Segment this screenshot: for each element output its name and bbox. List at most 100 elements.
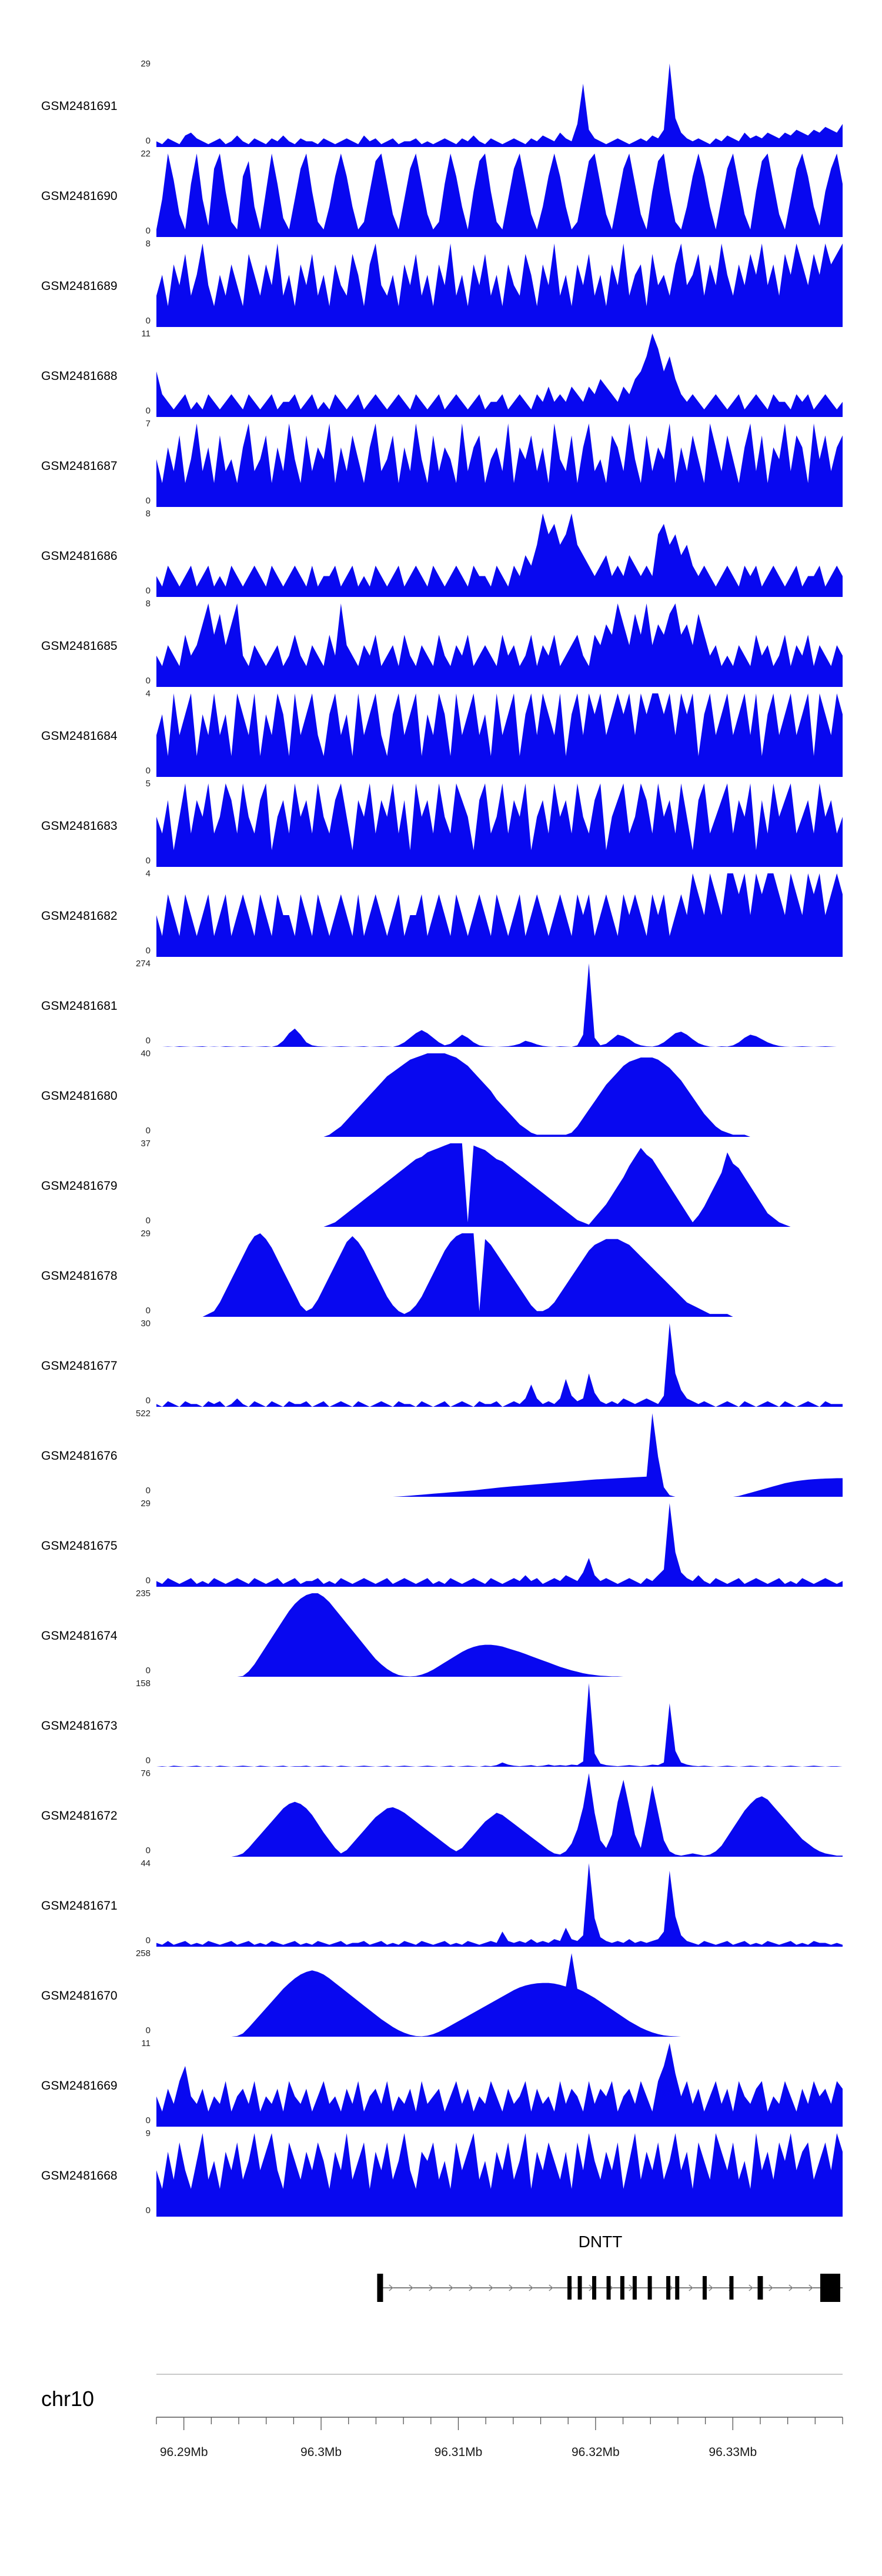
coverage-track-row: GSM2481677 30 0	[0, 1319, 882, 1411]
genome-axis: 96.29Mb 96.3Mb 96.31Mb 96.32Mb 96.33Mb	[156, 2417, 843, 2459]
y-axis-min-label: 0	[145, 1756, 151, 1766]
y-axis-max-label: 5	[145, 779, 151, 789]
coverage-area-chart	[156, 2133, 843, 2217]
y-axis-min-label: 0	[145, 2026, 151, 2036]
exon-box	[757, 2276, 763, 2300]
coverage-area-chart	[156, 243, 843, 327]
strand-direction-arrow-icon	[429, 2284, 433, 2291]
y-axis-min-label: 0	[145, 136, 151, 146]
coverage-area-chart	[156, 64, 843, 147]
track-label: GSM2481671	[41, 1898, 118, 1913]
strand-direction-arrow-icon	[389, 2284, 393, 2291]
y-axis-min-label: 0	[145, 2205, 151, 2215]
y-axis-max-label: 8	[145, 509, 151, 519]
y-axis-max-label: 274	[135, 959, 151, 969]
y-axis-min-label: 0	[145, 1126, 151, 1136]
y-axis-min-label: 0	[145, 766, 151, 776]
axis-separator-line	[156, 2374, 843, 2375]
y-axis-min-label: 0	[145, 1666, 151, 1676]
y-axis-max-label: 29	[141, 1229, 151, 1239]
y-axis-min-label: 0	[145, 1936, 151, 1946]
exon-box	[666, 2276, 671, 2300]
strand-direction-arrow-icon	[769, 2284, 773, 2291]
coverage-track-row: GSM2481682 4 0	[0, 869, 882, 961]
y-axis-max-label: 235	[135, 1589, 151, 1599]
y-axis-max-label: 11	[141, 2038, 151, 2048]
y-axis-min-label: 0	[145, 1846, 151, 1856]
track-label: GSM2481673	[41, 1719, 118, 1733]
track-label: GSM2481672	[41, 1808, 118, 1823]
y-axis-max-label: 9	[145, 2128, 151, 2138]
track-label: GSM2481681	[41, 999, 118, 1013]
track-label: GSM2481682	[41, 909, 118, 923]
track-label: GSM2481676	[41, 1449, 118, 1463]
strand-direction-arrow-icon	[509, 2284, 513, 2291]
track-label: GSM2481670	[41, 1988, 118, 2003]
y-axis-min-label: 0	[145, 1576, 151, 1586]
y-axis-min-label: 0	[145, 1216, 151, 1226]
coverage-area-chart	[156, 333, 843, 417]
y-axis-min-label: 0	[145, 946, 151, 956]
track-label: GSM2481689	[41, 279, 118, 293]
y-axis-max-label: 4	[145, 689, 151, 699]
y-axis-min-label: 0	[145, 1396, 151, 1406]
axis-tick-label: 96.31Mb	[435, 2445, 483, 2459]
coverage-area-chart	[156, 154, 843, 237]
coverage-track-row: GSM2481689 8 0	[0, 239, 882, 331]
coverage-track-row: GSM2481678 29 0	[0, 1229, 882, 1321]
coverage-area-chart	[156, 873, 843, 957]
coverage-track-row: GSM2481674 235 0	[0, 1589, 882, 1681]
coverage-track-row: GSM2481669 11 0	[0, 2038, 882, 2131]
y-axis-max-label: 258	[135, 1948, 151, 1958]
track-label: GSM2481691	[41, 99, 118, 113]
coverage-track-row: GSM2481670 258 0	[0, 1948, 882, 2041]
exon-box	[620, 2276, 624, 2300]
y-axis-min-label: 0	[145, 856, 151, 866]
exon-box	[377, 2274, 383, 2302]
strand-direction-arrow-icon	[689, 2284, 693, 2291]
coverage-area-chart	[156, 1233, 843, 1317]
track-label: GSM2481683	[41, 819, 118, 833]
track-label: GSM2481677	[41, 1359, 118, 1373]
y-axis-min-label: 0	[145, 226, 151, 236]
coverage-area-chart	[156, 423, 843, 507]
coverage-track-row: GSM2481680 40 0	[0, 1049, 882, 1141]
y-axis-max-label: 29	[141, 59, 151, 69]
exon-box	[632, 2276, 637, 2300]
exon-box	[820, 2274, 840, 2302]
coverage-area-chart	[156, 1413, 843, 1497]
axis-tick-label: 96.29Mb	[160, 2445, 208, 2459]
track-label: GSM2481675	[41, 1539, 118, 1553]
coverage-track-row: GSM2481681 274 0	[0, 959, 882, 1051]
y-axis-min-label: 0	[145, 676, 151, 686]
coverage-track-row: GSM2481691 29 0	[0, 59, 882, 151]
y-axis-max-label: 37	[141, 1139, 151, 1149]
track-label: GSM2481669	[41, 2078, 118, 2093]
exon-box	[567, 2276, 572, 2300]
exon-box	[729, 2276, 734, 2300]
strand-direction-arrow-icon	[789, 2284, 793, 2291]
track-label: GSM2481674	[41, 1629, 118, 1643]
coverage-area-chart	[156, 1593, 843, 1677]
strand-direction-arrow-icon	[489, 2284, 493, 2291]
coverage-track-row: GSM2481679 37 0	[0, 1139, 882, 1231]
exon-box	[702, 2276, 707, 2300]
coverage-area-chart	[156, 1683, 843, 1767]
strand-direction-arrow-icon	[549, 2284, 553, 2291]
coverage-track-row: GSM2481668 9 0	[0, 2128, 882, 2221]
y-axis-min-label: 0	[145, 586, 151, 596]
coverage-track-row: GSM2481683 5 0	[0, 779, 882, 871]
y-axis-min-label: 0	[145, 1486, 151, 1496]
track-label: GSM2481679	[41, 1179, 118, 1193]
exon-box	[592, 2276, 597, 2300]
track-label: GSM2481680	[41, 1089, 118, 1103]
exon-box	[675, 2276, 680, 2300]
coverage-area-chart	[156, 513, 843, 597]
strand-direction-arrow-icon	[409, 2284, 413, 2291]
y-axis-min-label: 0	[145, 496, 151, 506]
strand-direction-arrow-icon	[808, 2284, 813, 2291]
track-label: GSM2481685	[41, 639, 118, 653]
coverage-area-chart	[156, 1773, 843, 1857]
y-axis-min-label: 0	[145, 316, 151, 326]
